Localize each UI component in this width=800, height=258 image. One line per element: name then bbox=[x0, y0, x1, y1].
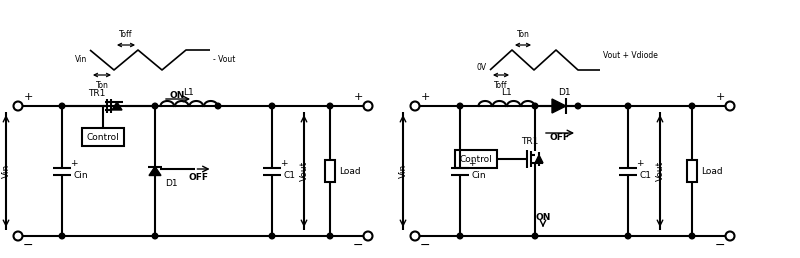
Text: C1: C1 bbox=[640, 172, 652, 181]
Text: D1: D1 bbox=[165, 179, 178, 188]
Text: Vout + Vdiode: Vout + Vdiode bbox=[603, 51, 658, 60]
Circle shape bbox=[269, 103, 275, 109]
Bar bbox=[455, 150, 497, 168]
Circle shape bbox=[327, 233, 333, 239]
Polygon shape bbox=[149, 166, 161, 175]
Circle shape bbox=[269, 233, 275, 239]
Text: Vin: Vin bbox=[398, 164, 407, 178]
Bar bbox=[82, 128, 124, 146]
Text: Cin: Cin bbox=[472, 172, 486, 181]
Text: TR1: TR1 bbox=[522, 136, 538, 146]
Circle shape bbox=[363, 101, 373, 110]
Text: C1: C1 bbox=[284, 172, 296, 181]
Text: −: − bbox=[714, 238, 726, 252]
Bar bbox=[687, 160, 697, 182]
Text: Ton: Ton bbox=[95, 81, 109, 90]
Text: L1: L1 bbox=[184, 88, 194, 97]
Circle shape bbox=[410, 231, 419, 240]
Circle shape bbox=[215, 103, 221, 109]
Text: −: − bbox=[22, 238, 34, 252]
Text: +: + bbox=[23, 92, 33, 102]
Text: Vin: Vin bbox=[74, 55, 87, 64]
Text: +: + bbox=[70, 159, 78, 168]
Text: L1: L1 bbox=[501, 88, 512, 97]
Circle shape bbox=[726, 101, 734, 110]
Circle shape bbox=[626, 103, 630, 109]
Circle shape bbox=[152, 103, 158, 109]
Circle shape bbox=[14, 101, 22, 110]
Circle shape bbox=[410, 101, 419, 110]
Text: Load: Load bbox=[339, 166, 361, 175]
Text: +: + bbox=[280, 159, 288, 168]
Text: +: + bbox=[468, 159, 476, 168]
Text: +: + bbox=[636, 159, 644, 168]
Circle shape bbox=[59, 233, 65, 239]
Text: 0V: 0V bbox=[477, 62, 487, 71]
Circle shape bbox=[532, 233, 538, 239]
Text: ON: ON bbox=[535, 214, 550, 222]
Text: +: + bbox=[715, 92, 725, 102]
Text: −: − bbox=[353, 238, 363, 252]
Text: Cin: Cin bbox=[74, 172, 89, 181]
Circle shape bbox=[152, 233, 158, 239]
Circle shape bbox=[532, 103, 538, 109]
Text: ON: ON bbox=[170, 91, 185, 100]
Text: Toff: Toff bbox=[119, 30, 133, 39]
Text: Control: Control bbox=[460, 155, 492, 164]
Text: TR1: TR1 bbox=[88, 90, 106, 99]
Bar bbox=[325, 160, 335, 182]
Text: Toff: Toff bbox=[494, 81, 508, 90]
Text: OFF: OFF bbox=[550, 133, 570, 141]
Circle shape bbox=[14, 231, 22, 240]
Polygon shape bbox=[112, 102, 122, 110]
Circle shape bbox=[458, 233, 462, 239]
Circle shape bbox=[575, 103, 581, 109]
Circle shape bbox=[327, 103, 333, 109]
Text: Vin: Vin bbox=[2, 164, 10, 178]
Text: Vout: Vout bbox=[299, 161, 309, 181]
Text: Control: Control bbox=[86, 133, 119, 141]
Polygon shape bbox=[552, 99, 566, 113]
Text: Load: Load bbox=[701, 166, 722, 175]
Text: +: + bbox=[420, 92, 430, 102]
Circle shape bbox=[458, 103, 462, 109]
Text: OFF: OFF bbox=[189, 173, 209, 181]
Text: - Vout: - Vout bbox=[213, 55, 235, 64]
Circle shape bbox=[626, 233, 630, 239]
Text: Vout: Vout bbox=[655, 161, 665, 181]
Text: Ton: Ton bbox=[517, 30, 530, 39]
Text: +: + bbox=[354, 92, 362, 102]
Circle shape bbox=[690, 103, 694, 109]
Circle shape bbox=[59, 103, 65, 109]
Polygon shape bbox=[535, 155, 543, 163]
Circle shape bbox=[363, 231, 373, 240]
Text: D1: D1 bbox=[558, 88, 570, 97]
Circle shape bbox=[690, 233, 694, 239]
Text: −: − bbox=[420, 238, 430, 252]
Circle shape bbox=[726, 231, 734, 240]
